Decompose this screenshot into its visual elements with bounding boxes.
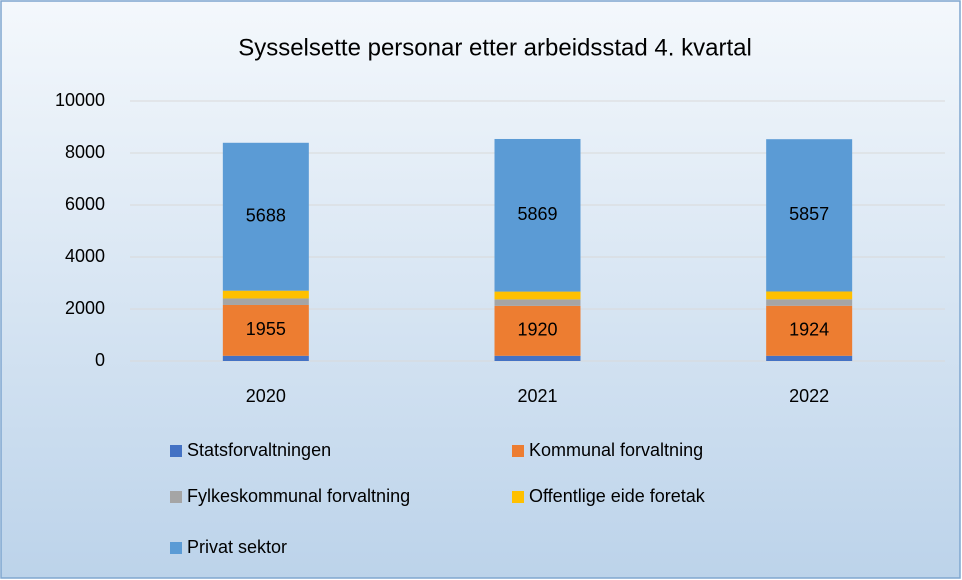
data-label: 5869 (517, 204, 557, 224)
legend-label: Privat sektor (187, 537, 287, 557)
legend-swatch (512, 491, 524, 503)
legend-swatch (512, 445, 524, 457)
bar-segment (766, 291, 853, 300)
x-tick-label: 2021 (517, 386, 557, 406)
legend-swatch (170, 445, 182, 457)
legend-label: Fylkeskommunal forvaltning (187, 486, 410, 506)
y-tick-label: 0 (95, 350, 105, 370)
bar-segment (494, 305, 581, 356)
bar-segment (494, 291, 581, 300)
legend: Statsforvaltningen Kommunal forvaltning Fy… (170, 440, 706, 557)
bar-segment (222, 304, 309, 356)
y-tick-label: 8000 (65, 142, 105, 162)
x-tick-label: 2022 (789, 386, 829, 406)
data-label: 1924 (789, 320, 829, 340)
chart-title: Sysselsette personar etter arbeidsstad 4… (238, 34, 752, 61)
bar-segment (494, 138, 581, 292)
legend-label: Statsforvaltningen (187, 440, 331, 460)
bar-segment (494, 355, 581, 361)
legend-label: Kommunal forvaltning (529, 440, 703, 460)
legend-label: Offentlige eide foretak (529, 486, 706, 506)
bar-segment (766, 299, 853, 306)
bar-segment (766, 305, 853, 356)
y-tick-label: 2000 (65, 298, 105, 318)
y-tick-label: 4000 (65, 246, 105, 266)
data-label: 1920 (517, 320, 557, 340)
legend-swatch (170, 491, 182, 503)
data-label: 5857 (789, 204, 829, 224)
data-label: 5688 (246, 205, 286, 225)
data-label: 1955 (246, 319, 286, 339)
y-tick-label: 6000 (65, 194, 105, 214)
bar-segment (222, 142, 309, 291)
bar-segment (222, 290, 309, 299)
bar-segment (222, 298, 309, 305)
bar-segment (494, 299, 581, 306)
x-tick-label: 2020 (246, 386, 286, 406)
bar-segment (766, 139, 853, 292)
y-tick-label: 10000 (55, 90, 105, 110)
bar-segment (222, 355, 309, 361)
legend-swatch (170, 542, 182, 554)
bar-segment (766, 355, 853, 361)
